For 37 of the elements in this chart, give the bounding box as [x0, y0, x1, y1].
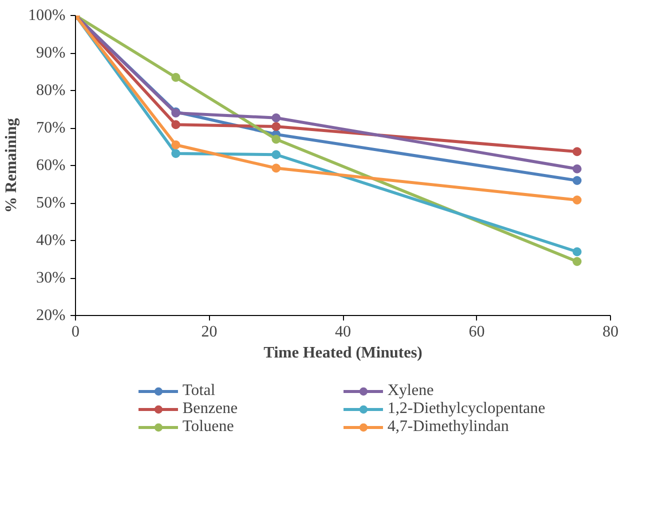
y-tick-label: 20%	[36, 307, 66, 324]
x-tick-label: 0	[72, 324, 80, 340]
x-tick-label: 40	[335, 324, 351, 340]
y-tick-label: 30%	[36, 270, 66, 286]
x-tick-label: 20	[201, 324, 218, 340]
y-tick-label: 40%	[36, 232, 66, 249]
y-tick-label: 100%	[28, 7, 66, 24]
x-tick-label: 80	[602, 324, 618, 340]
x-axis-title: Time Heated (Minutes)	[264, 344, 422, 362]
point	[171, 149, 180, 158]
point	[272, 113, 281, 122]
legend-label: Xylene	[388, 382, 435, 400]
y-tick-label: 50%	[36, 194, 66, 212]
y-axis-title: % Remaining	[3, 118, 20, 213]
point	[572, 147, 582, 156]
point	[171, 72, 180, 82]
x-tick-label: 60	[468, 324, 485, 340]
point	[572, 196, 582, 204]
point	[272, 150, 281, 160]
legend-label: 1,2-Diethylcyclopentane	[388, 400, 546, 418]
point	[572, 257, 582, 266]
point	[572, 164, 582, 174]
legend-label: Benzene	[182, 400, 239, 418]
legend-label: 4,7-Dimethylindan	[388, 418, 510, 436]
legend-label: Total	[182, 382, 216, 400]
point	[572, 176, 582, 185]
point	[272, 134, 281, 144]
point	[171, 140, 180, 150]
point	[272, 164, 281, 173]
point	[171, 120, 180, 130]
point	[272, 122, 281, 131]
y-tick-label: 70%	[36, 120, 66, 136]
point	[572, 247, 582, 256]
y-tick-label: 60%	[36, 157, 66, 174]
legend-label: Toluene	[182, 418, 235, 436]
y-tick-label: 90%	[36, 44, 66, 62]
y-tick-label: 80%	[36, 82, 66, 99]
